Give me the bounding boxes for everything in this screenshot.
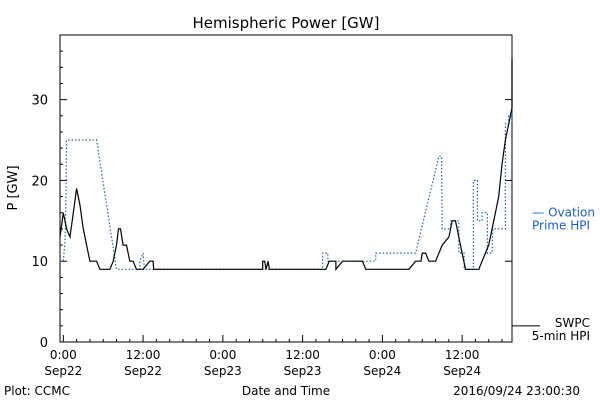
legend-ovation-line2: Prime HPI <box>532 219 590 233</box>
legend-ovation-line1: — Ovation <box>532 206 595 220</box>
x-tick-date-label: Sep22 <box>124 364 162 378</box>
x-tick-time-label: 12:00 <box>126 348 161 362</box>
x-tick-date-label: Sep24 <box>363 364 401 378</box>
footer-timestamp: 2016/09/24 23:00:30 <box>453 384 580 398</box>
x-tick-time-label: 0:00 <box>209 348 236 362</box>
x-axis-label: Date and Time <box>242 384 330 398</box>
x-tick-time-label: 0:00 <box>50 348 77 362</box>
y-tick-label: 10 <box>31 255 48 270</box>
chart-title: Hemispheric Power [GW] <box>193 14 380 32</box>
plot-frame <box>59 34 513 343</box>
x-tick-date-label: Sep22 <box>44 364 82 378</box>
x-axis-ticks: 0:00 Sep22 12:00 Sep22 0:00 Sep23 12:00 Sep23 0:… <box>44 335 503 378</box>
y-tick-label: 0 <box>40 336 48 351</box>
legend-swpc-line1: SWPC <box>555 316 590 330</box>
x-tick-time-label: 12:00 <box>445 348 480 362</box>
x-tick-date-label: Sep23 <box>284 364 322 378</box>
series-layer <box>59 59 513 271</box>
y-tick-label: 30 <box>31 94 48 109</box>
y-tick-label: 20 <box>31 174 48 189</box>
swpc-5min-hpi-line <box>59 59 513 271</box>
x-tick-date-label: Sep24 <box>443 364 481 378</box>
ovation-prime-hpi-line <box>60 59 513 270</box>
footer-plot-credit: Plot: CCMC <box>4 384 70 398</box>
x-tick-time-label: 0:00 <box>369 348 396 362</box>
x-tick-time-label: 12:00 <box>285 348 320 362</box>
y-axis-ticks: 0 10 20 30 <box>31 50 512 351</box>
legend-swpc-line2: 5-min HPI <box>532 329 590 343</box>
x-tick-date-label: Sep23 <box>204 364 242 378</box>
y-axis-label: P [GW] <box>6 165 21 210</box>
